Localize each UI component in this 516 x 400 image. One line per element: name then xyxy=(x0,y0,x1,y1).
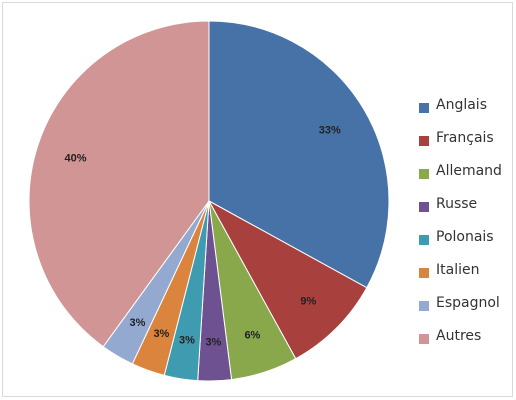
legend-label: Autres xyxy=(436,328,482,344)
legend-item: Anglais xyxy=(419,96,515,129)
pie-slice-francais xyxy=(207,199,368,360)
legend-label: Français xyxy=(436,130,494,146)
legend-item: Russe xyxy=(419,195,515,228)
legend-item: Français xyxy=(419,129,515,162)
legend-swatch xyxy=(419,301,429,311)
legend-item: Allemand xyxy=(419,162,515,195)
data-label: 40% xyxy=(64,153,86,165)
legend-label: Allemand xyxy=(436,163,502,179)
data-label: 3% xyxy=(153,328,169,340)
legend-swatch xyxy=(419,268,429,278)
pie-slice-anglais xyxy=(208,20,390,289)
legend-label: Polonais xyxy=(436,229,494,245)
data-label: 3% xyxy=(205,336,221,348)
data-label: 9% xyxy=(300,295,316,307)
data-label: 3% xyxy=(179,335,195,347)
legend-swatch xyxy=(419,136,429,146)
legend-swatch xyxy=(419,103,429,113)
legend-label: Russe xyxy=(436,196,478,212)
data-label: 6% xyxy=(244,330,260,342)
legend-item: Italien xyxy=(419,261,515,294)
pie-chart: 33% 9% 6% 3% 3% 3% 3% 40% xyxy=(28,20,390,382)
legend-label: Espagnol xyxy=(436,295,500,311)
pie-slice-autres xyxy=(28,20,210,348)
legend-swatch xyxy=(419,169,429,179)
data-label: 33% xyxy=(319,125,341,137)
legend-swatch xyxy=(419,235,429,245)
legend-item: Polonais xyxy=(419,228,515,261)
legend: Anglais Français Allemand Russe Polonais Ital… xyxy=(419,96,515,360)
legend-label: Anglais xyxy=(436,97,487,113)
legend-item: Autres xyxy=(419,327,515,360)
legend-swatch xyxy=(419,202,429,212)
data-label: 3% xyxy=(130,317,146,329)
legend-label: Italien xyxy=(436,262,480,278)
legend-item: Espagnol xyxy=(419,294,515,327)
legend-swatch xyxy=(419,334,429,344)
chart-area: 33% 9% 6% 3% 3% 3% 3% 40% Anglais Français Allema… xyxy=(2,2,513,397)
